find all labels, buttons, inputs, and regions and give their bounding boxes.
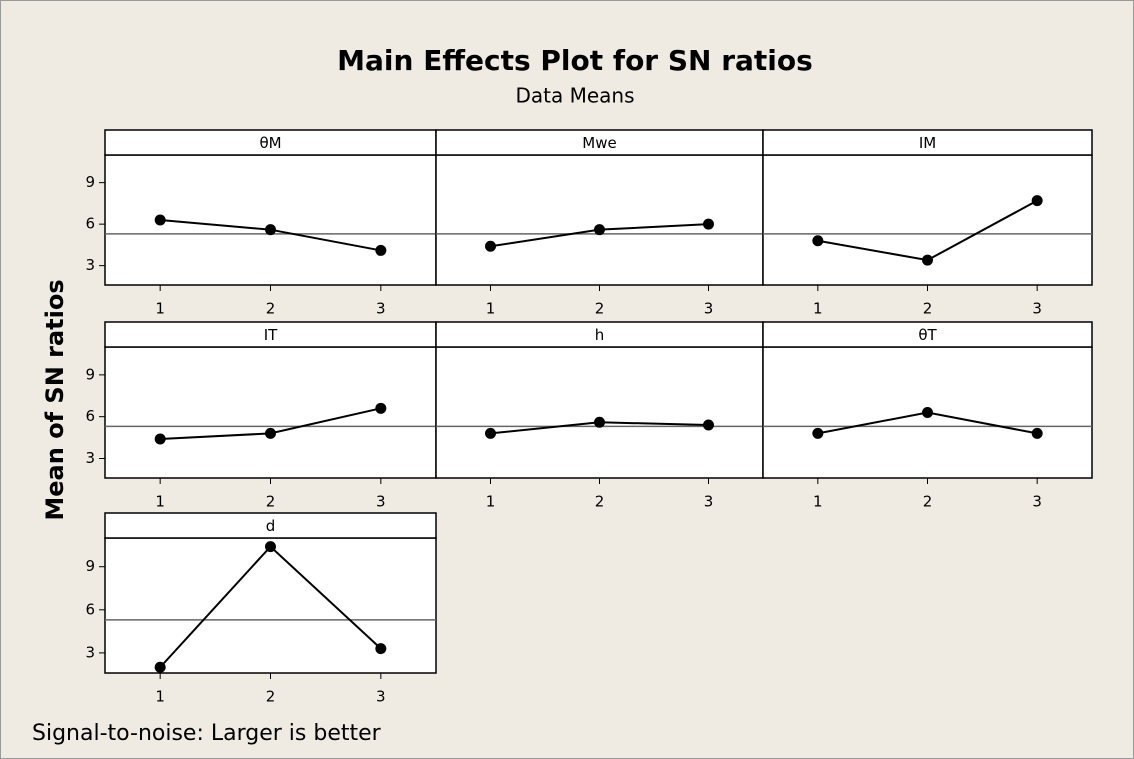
data-point xyxy=(1031,427,1043,439)
panel-strip xyxy=(435,321,764,348)
x-tick-label: 3 xyxy=(1032,300,1042,318)
data-point xyxy=(265,224,276,236)
x-tick-label: 1 xyxy=(813,300,823,318)
y-tick-label: 9 xyxy=(85,557,95,575)
panel-plot xyxy=(104,537,437,674)
y-axis-label: Mean of SN ratios xyxy=(41,279,69,520)
panel-title: d xyxy=(266,517,276,535)
panel-strip xyxy=(104,129,437,156)
y-tick-label: 3 xyxy=(85,449,95,467)
data-point xyxy=(485,427,496,439)
x-tick-label: 2 xyxy=(266,300,276,318)
x-tick-label: 3 xyxy=(1032,493,1042,511)
chart-title: Main Effects Plot for SN ratios xyxy=(337,44,813,77)
y-tick-label: 6 xyxy=(85,407,95,425)
panel-title: θT xyxy=(918,326,937,344)
x-tick-label: 1 xyxy=(155,300,165,318)
data-point xyxy=(154,433,166,445)
data-point xyxy=(154,661,166,673)
data-point xyxy=(375,643,387,655)
panel-title: IT xyxy=(264,326,278,344)
x-tick-label: 1 xyxy=(155,688,165,706)
y-tick-label: 3 xyxy=(85,256,95,274)
footnote: Signal-to-noise: Larger is better xyxy=(32,721,382,746)
data-point xyxy=(154,214,166,226)
data-point xyxy=(375,402,387,414)
x-tick-label: 2 xyxy=(595,300,605,318)
data-point xyxy=(922,254,933,266)
x-tick-label: 3 xyxy=(376,688,386,706)
data-point xyxy=(594,416,605,428)
panel-strip xyxy=(104,512,437,539)
data-point xyxy=(375,244,387,256)
data-point xyxy=(922,407,933,418)
x-tick-label: 1 xyxy=(813,493,823,511)
panel-strip xyxy=(762,129,1093,156)
y-tick-label: 6 xyxy=(85,600,95,618)
data-point xyxy=(1031,195,1043,207)
x-tick-label: 2 xyxy=(266,688,276,706)
data-point xyxy=(485,240,496,252)
panel-plot xyxy=(435,154,764,286)
data-point xyxy=(812,427,824,439)
chart-subtitle: Data Means xyxy=(515,84,634,108)
data-point xyxy=(594,224,605,236)
data-point xyxy=(812,235,824,247)
x-tick-label: 2 xyxy=(266,493,276,511)
panel-plot xyxy=(104,346,437,479)
panel-strip xyxy=(104,321,437,348)
x-tick-label: 3 xyxy=(704,300,714,318)
x-tick-label: 2 xyxy=(923,300,933,318)
x-tick-label: 1 xyxy=(486,493,496,511)
x-tick-label: 2 xyxy=(923,493,933,511)
data-point xyxy=(265,541,276,553)
panel-title: h xyxy=(595,326,605,344)
y-tick-label: 9 xyxy=(85,365,95,383)
panel-title: Mwe xyxy=(582,134,616,152)
x-tick-label: 1 xyxy=(155,493,165,511)
x-tick-label: 1 xyxy=(486,300,496,318)
y-tick-label: 6 xyxy=(85,215,95,233)
panel-strip xyxy=(762,321,1093,348)
panel-plot xyxy=(435,346,764,479)
x-tick-label: 3 xyxy=(376,493,386,511)
panel-title: θM xyxy=(259,134,281,152)
panel-plot xyxy=(104,154,437,286)
data-point xyxy=(265,427,276,439)
x-tick-label: 2 xyxy=(595,493,605,511)
y-tick-label: 9 xyxy=(85,173,95,191)
data-point xyxy=(703,218,714,230)
x-tick-label: 3 xyxy=(376,300,386,318)
x-tick-label: 3 xyxy=(704,493,714,511)
y-tick-label: 3 xyxy=(85,643,95,661)
panel-title: IM xyxy=(919,134,936,152)
data-point xyxy=(703,419,714,431)
